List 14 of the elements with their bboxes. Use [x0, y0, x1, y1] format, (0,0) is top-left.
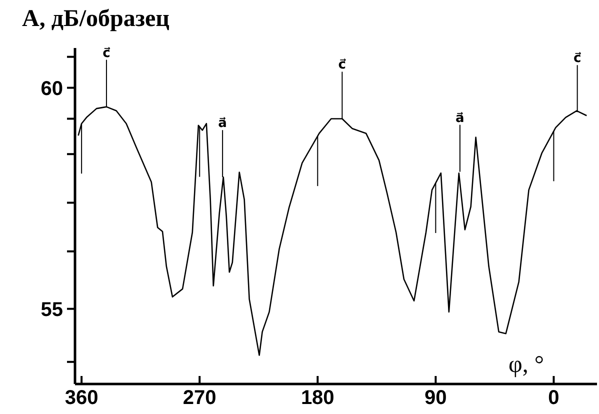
x-tick-label: 0: [548, 387, 560, 409]
annotation: c⃗: [338, 58, 346, 73]
y-tick-label: 60: [40, 78, 63, 100]
y-axis-title: А, дБ/образец: [22, 6, 170, 32]
y-tick-label: 55: [40, 298, 63, 321]
annotation: c⃗: [102, 46, 111, 61]
annotation: a⃗: [456, 110, 464, 126]
x-tick-label: 180: [300, 387, 334, 409]
x-tick-label: 90: [424, 387, 447, 409]
x-tick-label: 270: [182, 387, 216, 409]
annotation: c⃗: [573, 51, 582, 66]
x-axis-title: φ, °: [508, 352, 544, 378]
x-tick-label: 360: [64, 387, 98, 409]
annotation: a⃗: [218, 116, 227, 132]
